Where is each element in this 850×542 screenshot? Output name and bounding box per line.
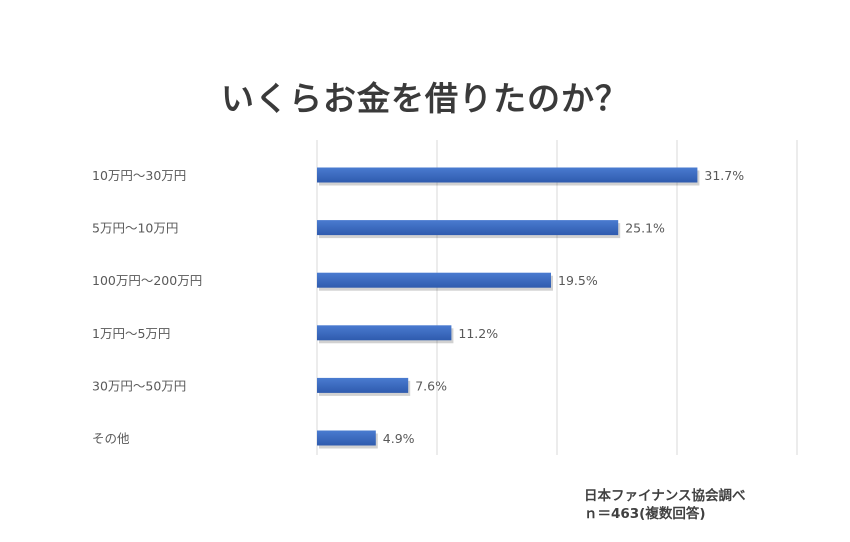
category-label-1: 5万円～10万円 [92, 221, 178, 236]
bar-0 [317, 167, 698, 183]
bars [317, 167, 700, 449]
source-line-1: 日本ファイナンス協会調べ [584, 488, 746, 504]
gridlines [316, 140, 798, 455]
data-label-2: 19.5% [558, 273, 598, 288]
data-label-4: 7.6% [415, 378, 447, 393]
data-label-1: 25.1% [625, 221, 665, 236]
data-label-0: 31.7% [704, 168, 744, 183]
bar-3 [317, 325, 452, 341]
source-line-2: ｎ＝463(複数回答) [584, 506, 706, 522]
data-label-5: 4.9% [383, 431, 415, 446]
labels: 10万円～30万円 31.7% 5万円～10万円 25.1% 100万円～200万円 19… [92, 168, 744, 446]
category-label-4: 30万円～50万円 [92, 378, 186, 393]
chart-title: いくらお金を借りたのか？ [221, 79, 629, 118]
bar-2 [317, 272, 551, 288]
source-note: 日本ファイナンス協会調べ ｎ＝463(複数回答) [584, 487, 745, 523]
category-label-3: 1万円～5万円 [92, 326, 170, 341]
category-label-0: 10万円～30万円 [92, 168, 186, 183]
bar-1 [317, 220, 619, 236]
bar-5 [317, 430, 376, 446]
category-label-5: その他 [92, 431, 130, 446]
data-label-3: 11.2% [458, 326, 498, 341]
bar-4 [317, 377, 409, 393]
category-label-2: 100万円～200万円 [92, 273, 202, 288]
